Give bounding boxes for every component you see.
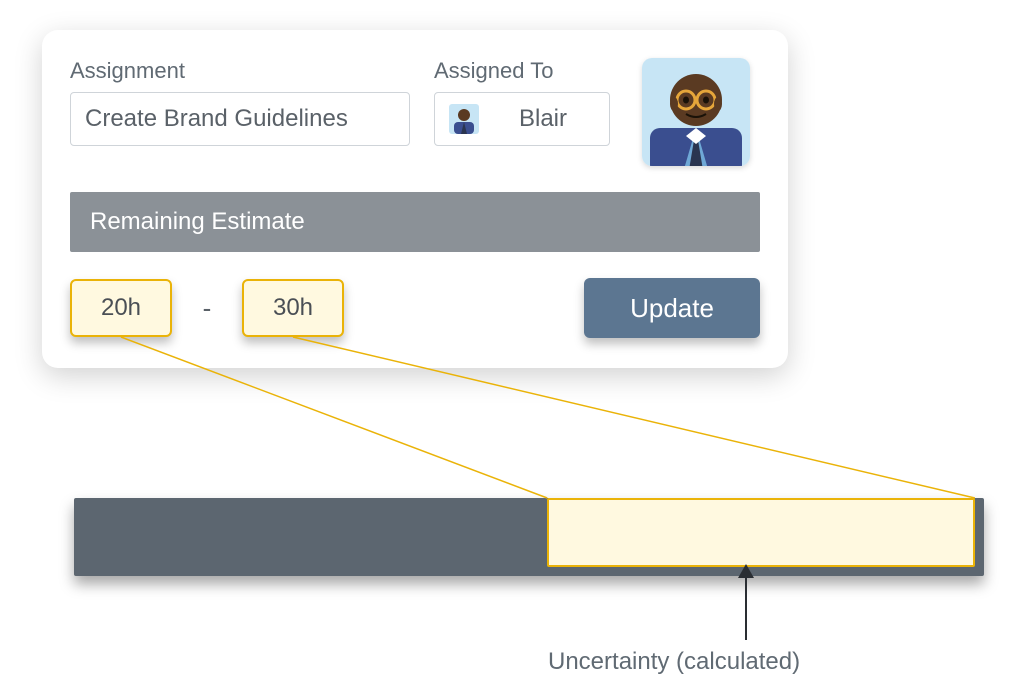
- estimate-high-value: 30h: [273, 294, 313, 322]
- assignment-card: Assignment Create Brand Guidelines Assig…: [42, 30, 788, 368]
- uncertainty-label: Uncertainty (calculated): [548, 648, 800, 676]
- uncertainty-arrow-icon: [726, 564, 766, 642]
- assignment-input[interactable]: Create Brand Guidelines: [70, 92, 410, 146]
- assignee-name: Blair: [491, 105, 595, 133]
- assigned-to-field-group: Assigned To Blair: [434, 58, 610, 146]
- assignment-value: Create Brand Guidelines: [85, 105, 348, 133]
- assignee-avatar: [642, 58, 750, 166]
- update-button[interactable]: Update: [584, 278, 760, 338]
- range-separator: -: [172, 293, 242, 324]
- assignee-mini-avatar-icon: [449, 104, 479, 134]
- card-top-row: Assignment Create Brand Guidelines Assig…: [70, 58, 760, 166]
- assigned-to-label: Assigned To: [434, 58, 610, 84]
- uncertainty-segment: [547, 498, 975, 567]
- remaining-estimate-banner: Remaining Estimate: [70, 192, 760, 252]
- assignment-label: Assignment: [70, 58, 410, 84]
- estimate-low-value: 20h: [101, 294, 141, 322]
- estimate-bar: [74, 498, 984, 576]
- estimate-low-input[interactable]: 20h: [70, 279, 172, 337]
- estimate-high-input[interactable]: 30h: [242, 279, 344, 337]
- assignee-input[interactable]: Blair: [434, 92, 610, 146]
- avatar-icon: [642, 58, 750, 166]
- assignment-field-group: Assignment Create Brand Guidelines: [70, 58, 410, 146]
- estimate-row: 20h - 30h Update: [70, 278, 760, 338]
